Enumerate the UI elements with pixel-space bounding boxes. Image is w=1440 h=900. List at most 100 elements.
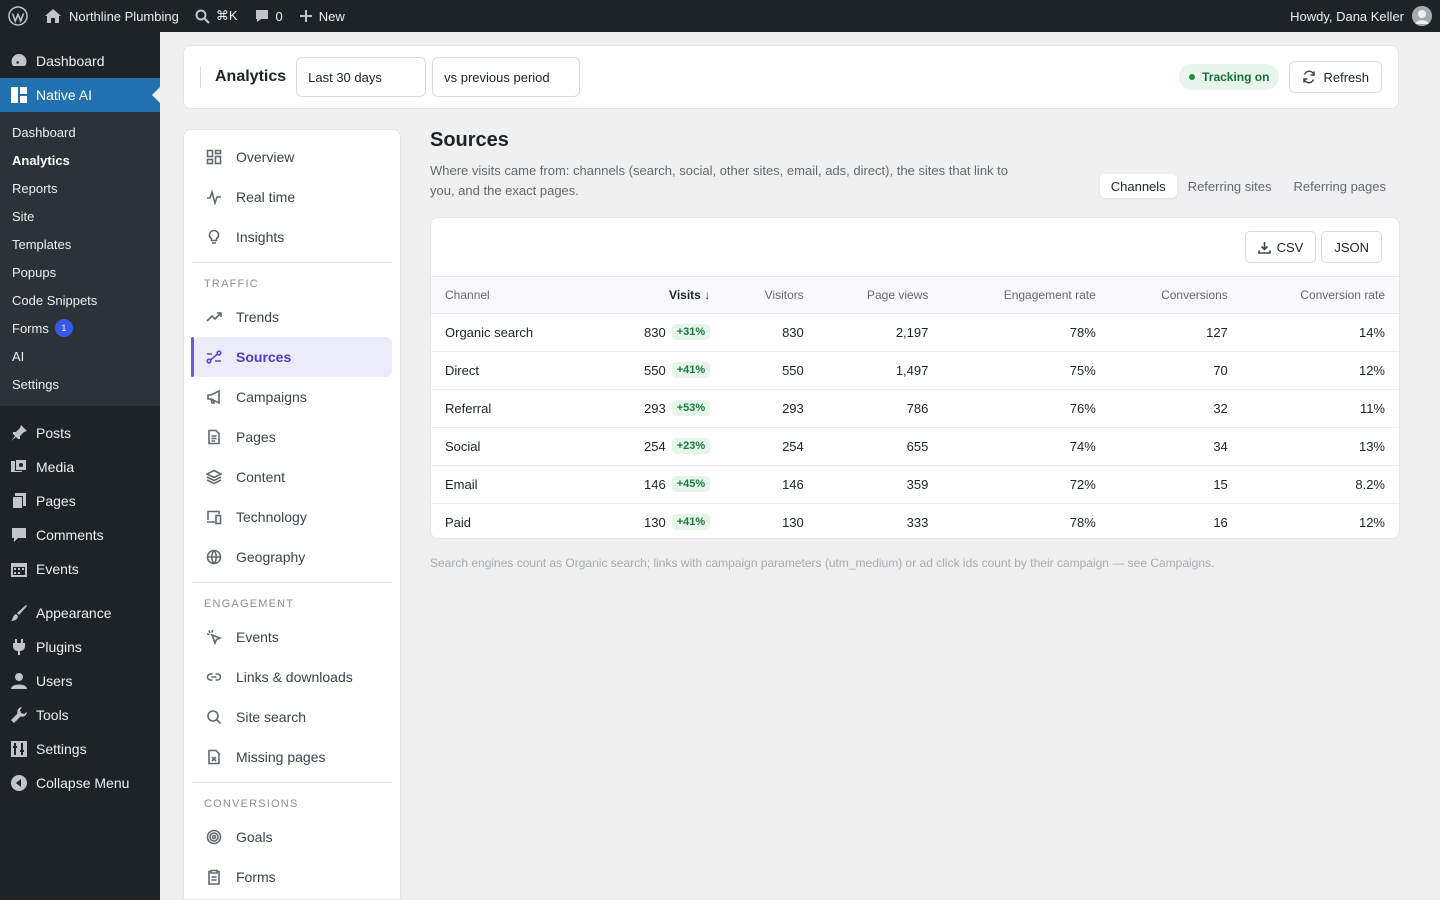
nav-heading-engagement: ENGAGEMENT bbox=[204, 598, 295, 610]
cell-visits: 254 +23% bbox=[592, 427, 725, 466]
refresh-button[interactable]: Refresh bbox=[1289, 61, 1382, 93]
export-csv-button[interactable]: CSV bbox=[1244, 231, 1317, 263]
submenu-ai[interactable]: AI bbox=[12, 348, 25, 364]
tab-referring-sites[interactable]: Referring sites bbox=[1187, 178, 1272, 194]
col-conversion-rate[interactable]: Conversion rate bbox=[1241, 277, 1399, 314]
search-shortcut: ⌘K bbox=[215, 8, 238, 23]
submenu-templates[interactable]: Templates bbox=[12, 236, 72, 252]
submenu-analytics[interactable]: Analytics bbox=[12, 152, 70, 168]
nav-real-time[interactable]: Real time bbox=[192, 177, 392, 217]
nav-content[interactable]: Content bbox=[192, 457, 392, 497]
trend-icon bbox=[206, 312, 222, 322]
nav-events[interactable]: Events bbox=[192, 617, 392, 657]
menu-dashboard[interactable]: Dashboard bbox=[0, 44, 160, 78]
menu-posts[interactable]: Posts bbox=[0, 416, 160, 450]
nav-trends[interactable]: Trends bbox=[192, 297, 392, 337]
submenu-dashboard[interactable]: Dashboard bbox=[12, 124, 76, 140]
change-badge: +41% bbox=[671, 362, 711, 378]
nav-technology[interactable]: Technology bbox=[192, 497, 392, 537]
menu-collapse[interactable]: Collapse Menu bbox=[0, 766, 160, 800]
admin-sidebar: Dashboard Native AI Dashboard Analytics … bbox=[0, 32, 160, 900]
cell-visits: 830 +31% bbox=[592, 313, 725, 352]
cell-conversion-rate: 12% bbox=[1358, 514, 1385, 530]
download-icon bbox=[1257, 241, 1271, 254]
calendar-icon bbox=[11, 563, 27, 577]
wordpress-logo-icon[interactable] bbox=[0, 0, 36, 32]
export-json-button[interactable]: JSON bbox=[1321, 231, 1382, 263]
account-menu[interactable]: Howdy, Dana Keller bbox=[1282, 0, 1440, 32]
search-icon bbox=[207, 710, 222, 725]
menu-events[interactable]: Events bbox=[0, 552, 160, 586]
tracking-status-badge: Tracking on bbox=[1179, 64, 1280, 90]
date-range-select[interactable]: Last 30 days bbox=[296, 57, 427, 97]
cell-conversions: 16 bbox=[1213, 514, 1228, 530]
col-page-views[interactable]: Page views bbox=[817, 277, 943, 314]
menu-settings[interactable]: Settings bbox=[0, 732, 160, 766]
cell-channel: Organic search bbox=[431, 313, 593, 352]
change-badge: +53% bbox=[671, 400, 711, 416]
admin-search-button[interactable]: ⌘K bbox=[187, 0, 246, 32]
nav-site-search[interactable]: Site search bbox=[192, 697, 392, 737]
brush-icon bbox=[11, 605, 27, 621]
submenu-forms[interactable]: Forms 1 bbox=[0, 314, 160, 342]
tab-channels[interactable]: Channels bbox=[1099, 174, 1177, 198]
submenu-code-snippets[interactable]: Code Snippets bbox=[12, 292, 98, 308]
menu-media[interactable]: Media bbox=[0, 450, 160, 484]
nav-insights[interactable]: Insights bbox=[192, 217, 392, 257]
globe-icon bbox=[206, 549, 222, 565]
comparison-select[interactable]: vs previous period bbox=[432, 57, 581, 97]
cell-engagement-rate: 78% bbox=[1069, 514, 1096, 530]
plus-icon bbox=[299, 10, 312, 22]
site-name-link[interactable]: Northline Plumbing bbox=[36, 0, 187, 32]
table-row[interactable]: Referral 293 +53% 293 786 76% 32 11% bbox=[431, 389, 1399, 428]
page-icon bbox=[208, 429, 220, 445]
menu-appearance[interactable]: Appearance bbox=[0, 596, 160, 630]
nav-overview[interactable]: Overview bbox=[192, 137, 392, 177]
admin-new-button[interactable]: New bbox=[291, 0, 353, 32]
menu-users[interactable]: Users bbox=[0, 664, 160, 698]
nav-geography[interactable]: Geography bbox=[192, 537, 392, 577]
clipboard-icon bbox=[208, 869, 220, 885]
nav-sources[interactable]: Sources bbox=[191, 337, 392, 377]
cell-conversion-rate: 13% bbox=[1241, 427, 1399, 466]
channels-table: Channel Visits ↓ Visitors Page views Eng… bbox=[431, 277, 1399, 538]
submenu-reports[interactable]: Reports bbox=[12, 180, 58, 196]
table-row[interactable]: Social 254 +23% 254 655 74% 34 13% bbox=[431, 427, 1399, 466]
menu-plugins[interactable]: Plugins bbox=[0, 630, 160, 664]
cell-conversion-rate: 11% bbox=[1241, 389, 1399, 428]
col-channel[interactable]: Channel bbox=[431, 277, 593, 314]
cell-conversion-rate: 12% bbox=[1241, 351, 1399, 390]
menu-tools[interactable]: Tools bbox=[0, 698, 160, 732]
admin-comments-link[interactable]: 0 bbox=[246, 0, 291, 32]
table-row[interactable]: Direct 550 +41% 550 1,497 75% 70 12% bbox=[431, 351, 1399, 390]
cell-engagement-rate: 78% bbox=[942, 313, 1110, 352]
table-row[interactable]: Organic search 830 +31% 830 2,197 78% 127 14% bbox=[431, 313, 1399, 352]
nav-missing-pages[interactable]: Missing pages bbox=[192, 737, 392, 777]
col-visitors[interactable]: Visitors bbox=[724, 277, 818, 314]
menu-pages[interactable]: Pages bbox=[0, 484, 160, 518]
nav-forms[interactable]: Forms bbox=[192, 857, 392, 897]
page-title: Sources bbox=[430, 129, 509, 151]
nav-pages[interactable]: Pages bbox=[192, 417, 392, 457]
bulb-icon bbox=[208, 229, 220, 244]
table-row[interactable]: Paid 130 +41% 130 333 78% 16 12% bbox=[431, 503, 1399, 538]
submenu-site[interactable]: Site bbox=[12, 208, 35, 224]
table-footnote: Search engines count as Organic search; … bbox=[430, 556, 1215, 570]
submenu-settings[interactable]: Settings bbox=[12, 376, 59, 392]
menu-comments[interactable]: Comments bbox=[0, 518, 160, 552]
nav-campaigns[interactable]: Campaigns bbox=[192, 377, 392, 417]
col-engagement-rate[interactable]: Engagement rate bbox=[942, 277, 1110, 314]
cell-engagement-rate: 75% bbox=[942, 351, 1110, 390]
status-dot-icon bbox=[1189, 74, 1196, 80]
change-badge: +23% bbox=[671, 438, 711, 454]
table-row[interactable]: Email 146 +45% 146 359 72% 15 8.2% bbox=[431, 465, 1399, 504]
cell-engagement-rate: 74% bbox=[942, 427, 1110, 466]
tab-referring-pages[interactable]: Referring pages bbox=[1293, 178, 1387, 194]
cell-conversion-rate: 8.2% bbox=[1241, 465, 1399, 504]
col-conversions[interactable]: Conversions bbox=[1109, 277, 1242, 314]
nav-links-downloads[interactable]: Links & downloads bbox=[192, 657, 392, 697]
nav-goals[interactable]: Goals bbox=[192, 817, 392, 857]
col-visits[interactable]: Visits ↓ bbox=[592, 277, 725, 314]
submenu-popups[interactable]: Popups bbox=[12, 264, 57, 280]
menu-native-ai[interactable]: Native AI bbox=[0, 78, 160, 112]
